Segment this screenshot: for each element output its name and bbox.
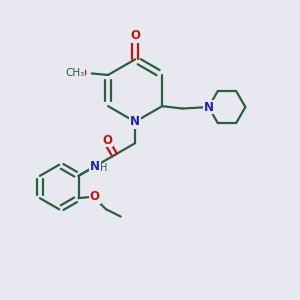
Text: O: O: [76, 67, 86, 80]
Text: H: H: [100, 163, 107, 173]
Text: CH₃: CH₃: [65, 68, 84, 79]
Text: N: N: [203, 100, 214, 114]
Text: O: O: [130, 29, 140, 42]
Text: O: O: [103, 134, 113, 147]
Text: O: O: [90, 190, 100, 203]
Text: N: N: [130, 115, 140, 128]
Text: N: N: [90, 160, 100, 173]
